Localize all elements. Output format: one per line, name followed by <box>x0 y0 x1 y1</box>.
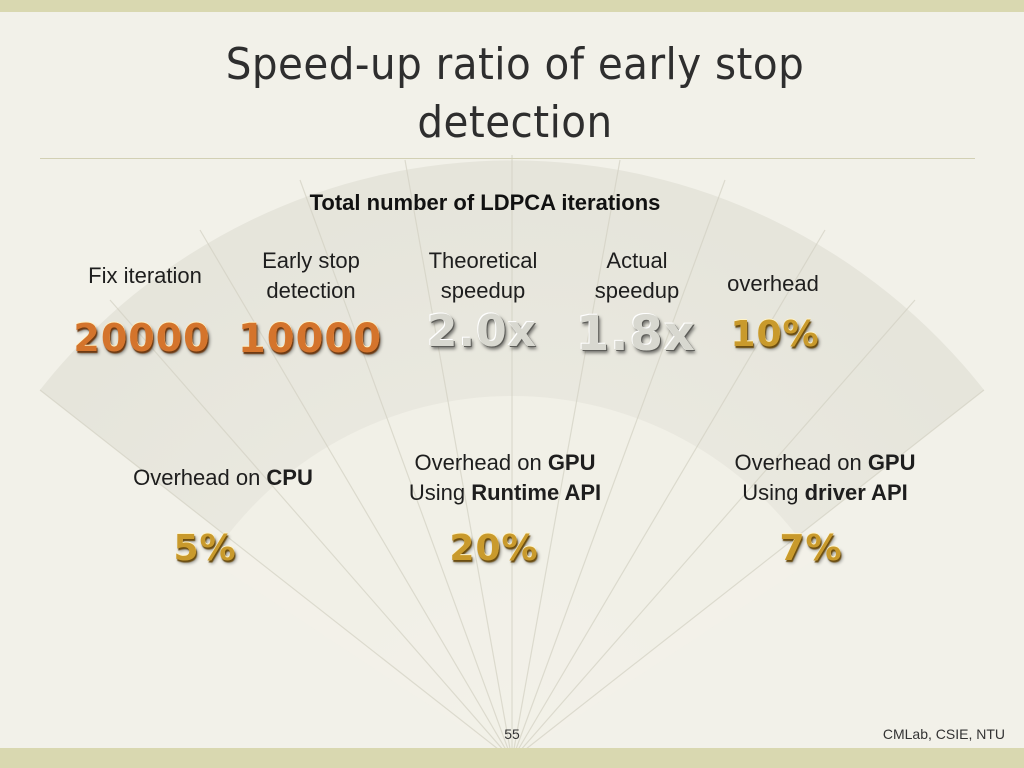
slide-title: Speed-up ratio of early stop detection <box>161 36 869 152</box>
top-accent-band <box>0 0 1024 12</box>
theoretical-label-line-1: Theoretical <box>428 248 538 273</box>
overhead-label-text: overhead <box>727 271 819 296</box>
overhead-gpu-runtime-label: Overhead on GPU Using Runtime API <box>375 448 635 508</box>
actual-label-line-2: speedup <box>594 278 680 303</box>
overhead-gpu-driver-line-2: Using driver API <box>700 478 950 508</box>
overhead-gpu-driver-label: Overhead on GPU Using driver API <box>700 448 950 508</box>
gpu-runtime-line-2-prefix: Using <box>408 480 472 505</box>
overhead-gpu-runtime-line-1: Overhead on GPU <box>375 448 635 478</box>
gpu-runtime-line-1-prefix: Overhead on <box>414 450 548 475</box>
overhead-gpu-runtime-line-2: Using Runtime API <box>375 478 635 508</box>
gpu-runtime-line-2-bold: Runtime API <box>471 480 602 505</box>
fix-iteration-label: Fix iteration <box>70 261 220 291</box>
theoretical-label-line-2: speedup <box>440 278 526 303</box>
overhead-gpu-driver-value: 7% <box>779 528 843 569</box>
overhead-cpu-value: 5% <box>173 528 237 569</box>
footer-affiliation: CMLab, CSIE, NTU <box>882 726 1005 742</box>
overhead-gpu-driver-line-1: Overhead on GPU <box>700 448 950 478</box>
early-stop-detection-value: 10000 <box>237 316 383 362</box>
overhead-cpu-label-bold: CPU <box>266 465 313 490</box>
table-subtitle: Total number of LDPCA iterations <box>309 190 661 215</box>
overhead-cpu-label-prefix: Overhead on <box>133 465 267 490</box>
slide-title-line-2: detection <box>417 97 613 148</box>
actual-label-line-1: Actual <box>606 248 668 273</box>
bottom-accent-band <box>0 748 1024 768</box>
theoretical-speedup-value: 2.0x <box>426 306 538 357</box>
gpu-driver-line-2-bold: driver API <box>804 480 908 505</box>
actual-speedup-value: 1.8x <box>576 306 696 362</box>
slide-title-line-1: Speed-up ratio of early stop <box>225 39 805 90</box>
actual-speedup-label: Actual speedup <box>572 246 702 306</box>
gpu-runtime-line-1-bold: GPU <box>547 450 596 475</box>
title-divider <box>40 158 975 159</box>
fix-iteration-label-text: Fix iteration <box>88 263 202 288</box>
overhead-label: overhead <box>713 269 833 299</box>
overhead-gpu-runtime-value: 20% <box>449 528 539 569</box>
overhead-cpu-label: Overhead on CPU <box>108 463 338 493</box>
overhead-value: 10% <box>730 314 820 355</box>
gpu-driver-line-1-bold: GPU <box>867 450 916 475</box>
slide-page-number: 55 <box>504 726 520 742</box>
theoretical-speedup-label: Theoretical speedup <box>408 246 558 306</box>
gpu-driver-line-2-prefix: Using <box>742 480 805 505</box>
early-stop-label-line-2: detection <box>266 278 356 303</box>
early-stop-label-line-1: Early stop <box>262 248 360 273</box>
gpu-driver-line-1-prefix: Overhead on <box>734 450 868 475</box>
fix-iteration-value: 20000 <box>73 316 211 360</box>
early-stop-detection-label: Early stop detection <box>236 246 386 306</box>
